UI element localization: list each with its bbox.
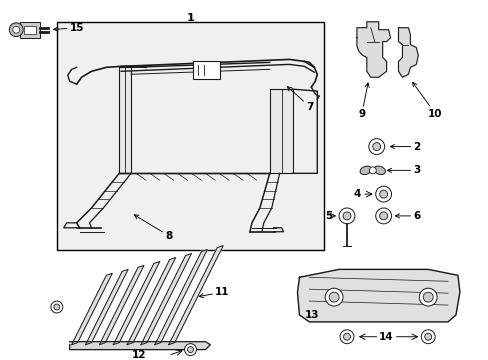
Ellipse shape [339,330,353,344]
Text: 4: 4 [353,189,360,199]
Text: 12: 12 [131,350,146,360]
Polygon shape [269,89,292,173]
Polygon shape [113,261,160,345]
Ellipse shape [343,333,350,340]
Ellipse shape [368,167,375,174]
Polygon shape [141,253,191,345]
Polygon shape [297,269,459,322]
Ellipse shape [359,166,371,175]
Ellipse shape [343,212,350,220]
Ellipse shape [368,139,384,154]
Text: 2: 2 [389,141,420,152]
Polygon shape [398,28,417,77]
Text: 13: 13 [304,310,318,320]
Bar [57,22,324,249]
Ellipse shape [375,208,391,224]
Polygon shape [168,246,223,345]
Polygon shape [356,22,390,77]
Text: 9: 9 [358,83,368,119]
Ellipse shape [373,166,385,175]
Text: 5: 5 [324,211,331,221]
Ellipse shape [184,344,196,356]
Ellipse shape [54,304,60,310]
Text: 14: 14 [379,332,393,342]
Ellipse shape [9,23,23,37]
Text: 15: 15 [54,23,84,33]
Text: 1: 1 [186,13,194,23]
Ellipse shape [418,288,436,306]
Ellipse shape [13,26,20,33]
Ellipse shape [424,333,431,340]
Bar [192,62,220,79]
Text: 3: 3 [386,165,420,175]
Polygon shape [155,249,207,345]
Polygon shape [85,269,128,345]
Ellipse shape [421,330,434,344]
Text: 7: 7 [287,87,313,112]
Text: 11: 11 [199,287,229,298]
Polygon shape [127,257,175,345]
Ellipse shape [379,212,387,220]
Polygon shape [72,273,112,345]
Bar [24,26,36,34]
Ellipse shape [375,186,391,202]
Text: 8: 8 [134,215,172,241]
Ellipse shape [51,301,62,313]
Ellipse shape [328,292,338,302]
Ellipse shape [372,143,380,150]
Bar [20,22,40,38]
Polygon shape [119,67,131,173]
Ellipse shape [423,292,432,302]
Ellipse shape [379,190,387,198]
Ellipse shape [325,288,343,306]
Polygon shape [99,265,143,345]
Ellipse shape [187,347,193,352]
Polygon shape [70,342,210,350]
Ellipse shape [338,208,354,224]
Text: 6: 6 [395,211,420,221]
Text: 10: 10 [412,82,442,119]
